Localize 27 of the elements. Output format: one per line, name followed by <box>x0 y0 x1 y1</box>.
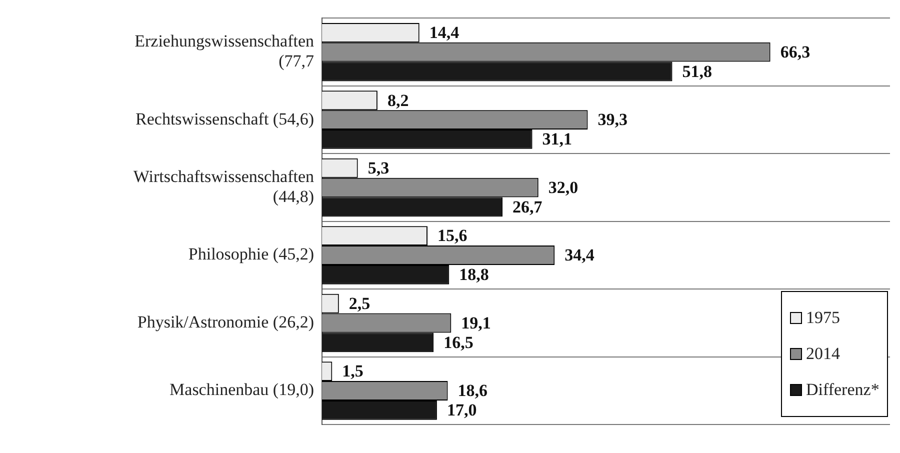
legend-label: 1975 <box>806 308 840 328</box>
data-label: 66,3 <box>780 42 810 62</box>
data-label: 51,8 <box>682 62 712 81</box>
data-label: 5,3 <box>368 158 390 178</box>
data-label: 18,6 <box>458 381 488 400</box>
y-tick-label: Maschinenbau (19,0) <box>170 380 314 400</box>
data-label: 31,1 <box>542 130 572 149</box>
data-label: 2,5 <box>348 294 370 313</box>
data-label: 32,0 <box>548 178 578 197</box>
legend-label: 2014 <box>806 344 840 364</box>
y-tick-label: Philosophie (45,2) <box>188 244 314 264</box>
data-label: 34,4 <box>564 246 595 265</box>
data-label: 1,5 <box>342 362 364 381</box>
data-label: 26,7 <box>512 197 543 216</box>
data-label: 14,4 <box>429 23 460 42</box>
y-tick-label: Physik/Astronomie (26,2) <box>137 312 314 332</box>
y-tick-label: Rechtswissenschaft (54,6) <box>136 109 314 128</box>
data-label: 15,6 <box>437 226 468 246</box>
legend-label: Differenz* <box>806 380 880 400</box>
data-label: 19,1 <box>461 313 491 332</box>
data-label: 8,2 <box>387 90 409 110</box>
y-tick-label: Wirtschaftswissenschaften (44,8) <box>133 166 314 206</box>
data-label: 18,8 <box>459 265 489 284</box>
data-label: 16,5 <box>444 332 474 352</box>
y-tick-label: Erziehungswissenschaften (77,7 <box>134 31 314 71</box>
data-label: 17,0 <box>446 400 477 420</box>
data-label: 39,3 <box>598 110 628 130</box>
